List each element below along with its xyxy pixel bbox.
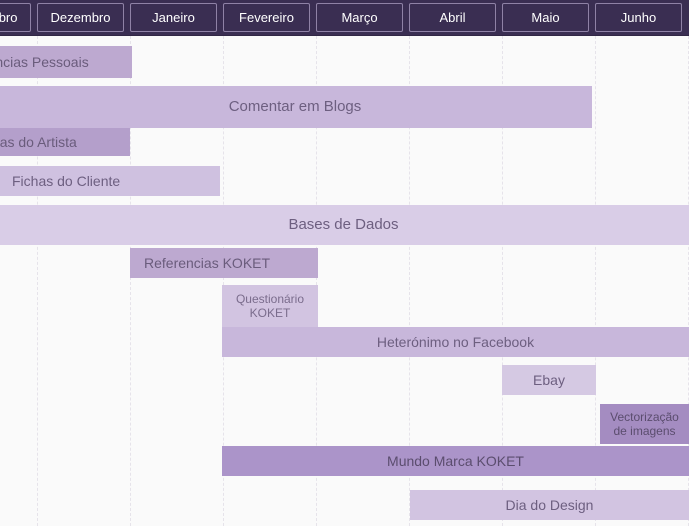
heteronimo-facebook: Heterónimo no Facebook: [222, 327, 689, 357]
bar-label: Comentar em Blogs: [223, 96, 368, 118]
bases-de-dados: Bases de Dados: [0, 205, 689, 245]
fichas-do-cliente: Fichas do Cliente: [0, 166, 220, 196]
bar-label: Bases de Dados: [282, 214, 404, 236]
bar-label: Vectorização de imagens: [604, 408, 685, 441]
month-cell: Junho: [595, 3, 682, 32]
month-cell: Fevereiro: [223, 3, 310, 32]
questionario-koket: Questionário KOKET: [222, 285, 318, 327]
fichas-do-artista: Fichas do Artista: [0, 128, 130, 156]
dia-do-design: Dia do Design: [410, 490, 689, 520]
month-cell: Janeiro: [130, 3, 217, 32]
months-header: NovembroDezembroJaneiroFevereiroMarçoAbr…: [0, 0, 689, 36]
referencias-koket: Referencias KOKET: [130, 248, 318, 278]
bar-label: Referências Pessoais: [0, 52, 95, 73]
bar-label: Questionário KOKET: [230, 290, 310, 323]
month-cell: Novembro: [0, 3, 31, 32]
month-cell: Maio: [502, 3, 589, 32]
bar-label: Dia do Design: [500, 495, 600, 516]
gantt-chart: NovembroDezembroJaneiroFevereiroMarçoAbr…: [0, 0, 689, 526]
mundo-marca-koket: Mundo Marca KOKET: [222, 446, 689, 476]
bar-label: Fichas do Cliente: [0, 171, 126, 192]
bar-label: Mundo Marca KOKET: [381, 451, 530, 472]
comentar-em-blogs: Comentar em Blogs: [0, 86, 592, 128]
bar-label: Referencias KOKET: [130, 253, 276, 274]
bar-label: Fichas do Artista: [0, 132, 83, 153]
ebay: Ebay: [502, 365, 596, 395]
month-cell: Abril: [409, 3, 496, 32]
bar-label: Heterónimo no Facebook: [371, 332, 540, 353]
referencias-pessoais: Referências Pessoais: [0, 46, 132, 78]
month-cell: Março: [316, 3, 403, 32]
month-cell: Dezembro: [37, 3, 124, 32]
bar-label: Ebay: [527, 370, 571, 391]
vectorizacao-imagens: Vectorização de imagens: [600, 404, 689, 444]
